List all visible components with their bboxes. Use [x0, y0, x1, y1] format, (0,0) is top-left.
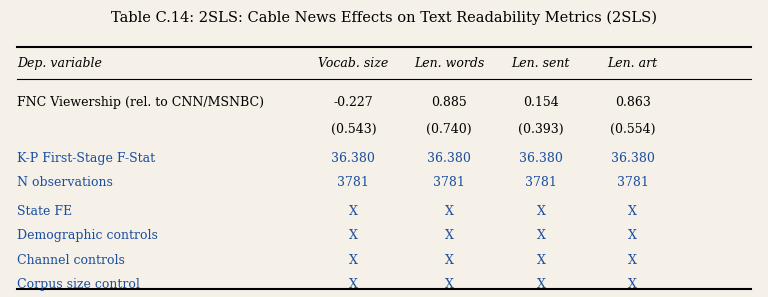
Text: X: X: [445, 278, 453, 291]
Text: Len. sent: Len. sent: [511, 57, 570, 70]
Text: 0.154: 0.154: [523, 97, 559, 109]
Text: (0.740): (0.740): [426, 123, 472, 136]
Text: X: X: [628, 278, 637, 291]
Text: 3781: 3781: [617, 176, 649, 189]
Text: Table C.14: 2SLS: Cable News Effects on Text Readability Metrics (2SLS): Table C.14: 2SLS: Cable News Effects on …: [111, 10, 657, 25]
Text: 3781: 3781: [525, 176, 557, 189]
Text: (0.543): (0.543): [330, 123, 376, 136]
Text: 3781: 3781: [337, 176, 369, 189]
Text: X: X: [349, 229, 358, 242]
Text: 36.380: 36.380: [332, 152, 376, 165]
Text: X: X: [536, 254, 545, 266]
Text: Corpus size control: Corpus size control: [17, 278, 140, 291]
Text: 36.380: 36.380: [611, 152, 654, 165]
Text: X: X: [445, 229, 453, 242]
Text: X: X: [349, 278, 358, 291]
Text: 0.863: 0.863: [614, 97, 650, 109]
Text: X: X: [536, 229, 545, 242]
Text: 3781: 3781: [433, 176, 465, 189]
Text: K-P First-Stage F-Stat: K-P First-Stage F-Stat: [17, 152, 155, 165]
Text: Len. words: Len. words: [414, 57, 484, 70]
Text: -0.227: -0.227: [333, 97, 373, 109]
Text: X: X: [349, 254, 358, 266]
Text: Len. art: Len. art: [607, 57, 657, 70]
Text: Dep. variable: Dep. variable: [17, 57, 101, 70]
Text: N observations: N observations: [17, 176, 113, 189]
Text: (0.393): (0.393): [518, 123, 564, 136]
Text: State FE: State FE: [17, 205, 72, 218]
Text: (0.554): (0.554): [610, 123, 655, 136]
Text: X: X: [536, 205, 545, 218]
Text: X: X: [445, 205, 453, 218]
Text: Vocab. size: Vocab. size: [318, 57, 389, 70]
Text: 36.380: 36.380: [427, 152, 471, 165]
Text: X: X: [536, 278, 545, 291]
Text: 0.885: 0.885: [431, 97, 467, 109]
Text: X: X: [628, 254, 637, 266]
Text: X: X: [628, 205, 637, 218]
Text: 36.380: 36.380: [519, 152, 563, 165]
Text: FNC Viewership (rel. to CNN/MSNBC): FNC Viewership (rel. to CNN/MSNBC): [17, 97, 263, 109]
Text: Demographic controls: Demographic controls: [17, 229, 157, 242]
Text: X: X: [628, 229, 637, 242]
Text: Channel controls: Channel controls: [17, 254, 124, 266]
Text: X: X: [445, 254, 453, 266]
Text: X: X: [349, 205, 358, 218]
